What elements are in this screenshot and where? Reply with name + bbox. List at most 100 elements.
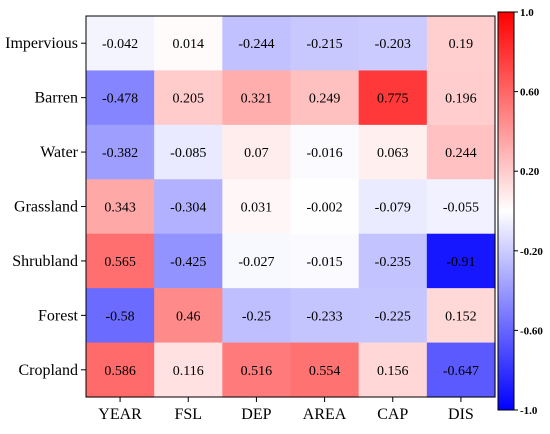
heatmap-cell [290, 16, 360, 72]
y-tick-label: Cropland [18, 362, 78, 379]
x-tick-label: DEP [241, 406, 271, 423]
cell-value-label: -0.027 [238, 255, 274, 270]
y-tick-label: Barren [34, 90, 78, 107]
heatmap-cell [426, 16, 496, 72]
heatmap-cell [154, 70, 223, 126]
heatmap-cell [86, 342, 155, 398]
heatmap-cell [86, 124, 155, 180]
cell-value-label: 0.156 [377, 364, 409, 379]
cell-value-label: -0.233 [306, 309, 342, 324]
heatmap-cell [358, 124, 428, 180]
heatmap-cell [426, 124, 496, 180]
heatmap-cell [358, 179, 428, 235]
heatmap-cell [290, 233, 360, 289]
cell-value-label: 0.152 [445, 309, 477, 324]
cell-value-label: -0.055 [443, 201, 479, 216]
x-tick-label: YEAR [98, 406, 142, 423]
heatmap-cell [86, 288, 155, 344]
colorbar-tick-label: 0.20 [520, 166, 540, 178]
heatmap-cell [154, 179, 223, 235]
cell-value-label: 0.07 [244, 146, 269, 161]
heatmap-cell [222, 16, 292, 72]
heatmap-cell [426, 288, 496, 344]
heatmap-cell [358, 70, 428, 126]
cell-value-label: -0.58 [105, 309, 134, 324]
heatmap-cell [86, 16, 155, 72]
heatmap-cell [154, 233, 223, 289]
cell-value-label: 0.063 [377, 146, 409, 161]
cell-value-label: -0.225 [375, 309, 411, 324]
colorbar: 1.0 0.60 0.20 -0.20 -0.60 -1.0 [497, 7, 543, 417]
cell-value-label: 0.244 [445, 146, 477, 161]
cell-value-label: -0.002 [306, 201, 342, 216]
heatmap-cell [358, 233, 428, 289]
cell-value-label: 0.775 [377, 92, 409, 107]
colorbar-tick-label: 0.60 [520, 87, 540, 99]
y-tick-label: Water [40, 144, 78, 161]
colorbar-tick-label: -1.0 [520, 405, 538, 417]
heatmap-cell [426, 233, 496, 289]
cell-value-label: 0.205 [173, 92, 205, 107]
heatmap-cell [426, 342, 496, 398]
y-tick-label: Grassland [14, 199, 78, 216]
cell-value-label: 0.116 [173, 364, 204, 379]
cell-value-label: 0.46 [176, 309, 201, 324]
cell-value-label: -0.382 [102, 146, 138, 161]
cell-value-label: 0.343 [104, 201, 136, 216]
cell-value-label: -0.25 [242, 309, 271, 324]
heatmap-cell [86, 179, 155, 235]
cell-value-label: -0.085 [170, 146, 206, 161]
y-tick-label: Shrubland [12, 253, 78, 270]
y-tick-label: Forest [38, 307, 79, 324]
cell-value-label: 0.554 [309, 364, 341, 379]
cell-value-label: -0.235 [375, 255, 411, 270]
heatmap-cell [154, 288, 223, 344]
heatmap-cell [222, 124, 292, 180]
cell-value-label: 0.19 [449, 37, 474, 52]
colorbar-tick-label: 1.0 [520, 7, 534, 19]
y-axis: Impervious Barren Water Grassland Shrubland F… [5, 35, 86, 379]
heatmap-cell [222, 233, 292, 289]
colorbar-tick-label: -0.20 [520, 246, 543, 258]
colorbar-gradient [497, 11, 515, 411]
x-tick-label: FSL [174, 406, 202, 423]
heatmap-cell [290, 288, 360, 344]
heatmap-cell [222, 342, 292, 398]
heatmap-cell [86, 233, 155, 289]
cell-value-label: 0.565 [104, 255, 136, 270]
heatmap-cell [290, 342, 360, 398]
cell-value-label: 0.014 [173, 37, 205, 52]
cell-value-label: 0.516 [241, 364, 273, 379]
cell-value-label: 0.586 [104, 364, 136, 379]
cell-value-label: -0.042 [102, 37, 138, 52]
heatmap-cell [154, 124, 223, 180]
cell-value-label: -0.304 [170, 201, 206, 216]
cell-value-label: -0.425 [170, 255, 206, 270]
cell-value-label: -0.016 [306, 146, 342, 161]
cell-value-label: -0.91 [446, 255, 475, 270]
heatmap-cell [358, 16, 428, 72]
cell-value-label: -0.215 [306, 37, 342, 52]
cell-value-label: 0.196 [445, 92, 477, 107]
heatmap-cell [154, 342, 223, 398]
heatmap-cell [290, 70, 360, 126]
cell-value-labels: -0.042 0.014 -0.244 -0.215 -0.203 0.19 -0.478 0… [102, 37, 479, 379]
cell-value-label: 0.249 [309, 92, 341, 107]
heatmap-cell [290, 179, 360, 235]
heatmap-cell [222, 288, 292, 344]
heatmap-cell [426, 70, 496, 126]
cell-value-label: 0.031 [241, 201, 273, 216]
x-tick-label: AREA [303, 406, 347, 423]
x-tick-label: DIS [448, 406, 474, 423]
x-tick-label: CAP [377, 406, 408, 423]
cell-value-label: -0.015 [306, 255, 342, 270]
x-axis: YEAR FSL DEP AREA CAP DIS [98, 397, 474, 423]
cell-value-label: -0.244 [238, 37, 274, 52]
heatmap-cell [222, 70, 292, 126]
cell-value-label: -0.203 [375, 37, 411, 52]
heatmap-cell [222, 179, 292, 235]
cell-value-label: -0.647 [443, 364, 479, 379]
heatmap-cell [290, 124, 360, 180]
heatmap-cells [86, 16, 496, 398]
